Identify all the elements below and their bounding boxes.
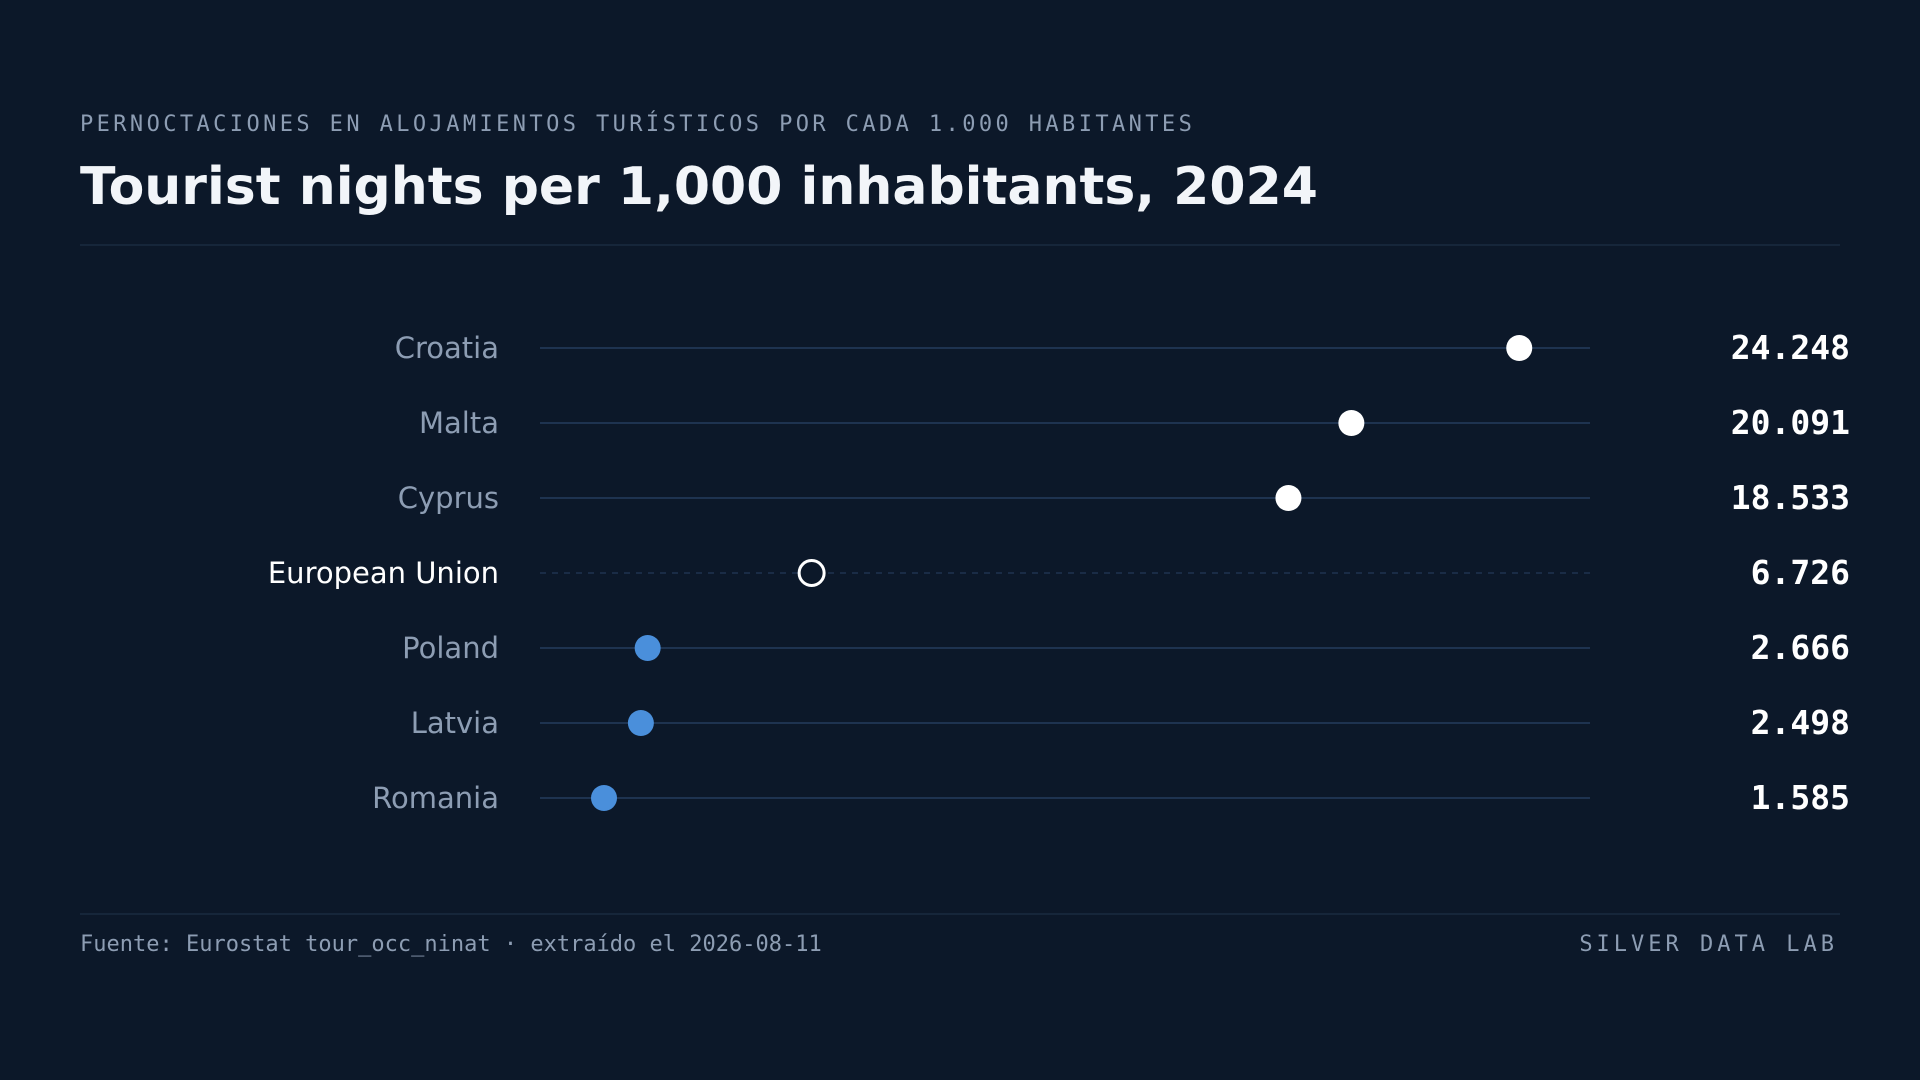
row-malta: Malta 20.091 bbox=[419, 403, 1850, 442]
dot-marker bbox=[1275, 485, 1302, 511]
value-label: 24.248 bbox=[1731, 328, 1850, 367]
row-latvia: Latvia 2.498 bbox=[411, 703, 1850, 742]
row-cyprus: Cyprus 18.533 bbox=[398, 478, 1850, 517]
footer-brand: SILVER DATA LAB bbox=[1579, 932, 1838, 957]
value-label: 1.585 bbox=[1751, 778, 1850, 817]
footer-source: Fuente: Eurostat tour_occ_ninat · extraí… bbox=[80, 932, 822, 957]
dot-marker bbox=[634, 635, 661, 661]
value-label: 20.091 bbox=[1731, 403, 1850, 442]
row-label: European Union bbox=[268, 556, 499, 590]
row-label: Poland bbox=[402, 631, 499, 665]
row-label: Croatia bbox=[395, 331, 499, 365]
value-label: 2.666 bbox=[1751, 628, 1850, 667]
row-croatia: Croatia 24.248 bbox=[395, 328, 1850, 367]
dot-rows: Croatia 24.248 Malta 20.091 Cyprus 18.533 Euro… bbox=[268, 328, 1850, 817]
row-label: Romania bbox=[372, 781, 499, 815]
dot-marker bbox=[1506, 335, 1533, 361]
row-european-union: European Union 6.726 bbox=[268, 553, 1850, 592]
row-label: Latvia bbox=[411, 706, 499, 740]
dot-marker bbox=[797, 559, 826, 587]
value-label: 2.498 bbox=[1751, 703, 1850, 742]
dot-marker bbox=[591, 785, 618, 811]
chart-kicker: PERNOCTACIONES EN ALOJAMIENTOS TURÍSTICO… bbox=[80, 111, 1195, 137]
dot-marker bbox=[627, 710, 654, 736]
chart-title: Tourist nights per 1,000 inhabitants, 20… bbox=[80, 157, 1318, 217]
row-label: Cyprus bbox=[398, 481, 499, 515]
dot-marker bbox=[1338, 410, 1365, 436]
value-label: 18.533 bbox=[1731, 478, 1850, 517]
row-poland: Poland 2.666 bbox=[402, 628, 1850, 667]
row-romania: Romania 1.585 bbox=[372, 778, 1850, 817]
value-label: 6.726 bbox=[1751, 553, 1850, 592]
row-label: Malta bbox=[419, 406, 499, 440]
